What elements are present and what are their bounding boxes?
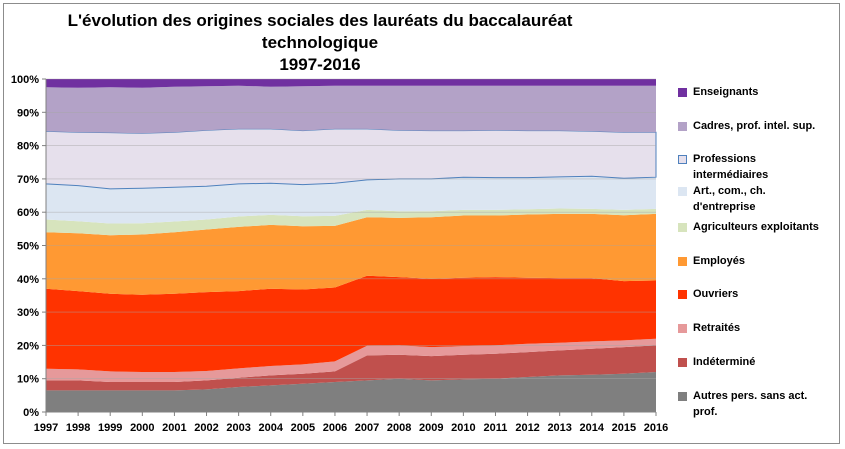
area-art-com-ch-d-entreprise <box>46 176 656 224</box>
legend-label: Employés <box>693 255 745 267</box>
area-layer <box>45 79 657 412</box>
legend-item-art-com-ch-d-entreprise: Art., com., ch. d'entreprise <box>678 183 793 215</box>
y-tick-label: 100% <box>11 74 39 86</box>
y-tick-label: 90% <box>17 107 39 119</box>
x-tick-label: 2015 <box>612 422 636 434</box>
chart-title-block: L'évolution des origines sociales des la… <box>20 10 620 76</box>
area-retraites <box>46 338 656 382</box>
legend-label: Indéterminé <box>693 356 756 368</box>
area-indetermine <box>46 345 656 391</box>
legend-label: Art., com., ch. d'entreprise <box>693 185 766 213</box>
x-tick-label: 2010 <box>451 422 475 434</box>
legend-item-enseignants: Enseignants <box>678 84 833 100</box>
x-tick-label: 2016 <box>644 422 668 434</box>
chart-title: L'évolution des origines sociales des la… <box>67 11 573 52</box>
legend-item-ouvriers: Ouvriers <box>678 286 833 302</box>
legend-label: Retraités <box>693 322 741 334</box>
x-tick-label: 2013 <box>547 422 571 434</box>
x-tick-label: 1997 <box>34 422 58 434</box>
legend-item-cadres-prof-intel-sup: Cadres, prof. intel. sup. <box>678 118 833 134</box>
x-tick-label: 1999 <box>98 422 122 434</box>
area-ouvriers <box>46 275 656 372</box>
y-tick-label: 40% <box>17 274 39 286</box>
legend-label: Agriculteurs exploitants <box>693 221 819 233</box>
legend-label: Autres pers. sans act. prof. <box>693 390 808 418</box>
x-tick-label: 2011 <box>484 422 508 434</box>
legend-swatch <box>678 122 687 131</box>
legend-label: Ouvriers <box>693 288 739 300</box>
x-tick-label: 2003 <box>226 422 250 434</box>
legend-swatch <box>678 88 687 97</box>
legend-swatch <box>678 257 687 266</box>
legend-label: Enseignants <box>693 86 759 98</box>
area-cadres-prof-intel-sup <box>46 85 656 134</box>
y-tick-label: 20% <box>17 340 39 352</box>
chart-subtitle: 1997-2016 <box>279 55 361 74</box>
x-tick-label: 2009 <box>419 422 443 434</box>
area-autres-pers-sans-act-prof <box>46 372 656 412</box>
legend-item-indetermine: Indéterminé <box>678 354 833 370</box>
legend-swatch <box>678 324 687 333</box>
area-enseignants <box>46 79 656 88</box>
legend-item-professions-intermediaires: Professions intermédiaires <box>678 151 793 183</box>
legend-swatch <box>678 155 687 164</box>
legend-item-autres-pers-sans-act-prof: Autres pers. sans act. prof. <box>678 388 818 420</box>
y-tick-label: 10% <box>17 374 39 386</box>
legend-label: Cadres, prof. intel. sup. <box>693 120 816 132</box>
y-tick-label: 30% <box>17 307 39 319</box>
legend-item-retraites: Retraités <box>678 320 833 336</box>
x-tick-label: 2007 <box>355 422 379 434</box>
y-tick-label: 0% <box>23 407 39 419</box>
legend-item-employes: Employés <box>678 253 833 269</box>
x-tick-label: 2008 <box>387 422 411 434</box>
area-employes <box>46 213 656 295</box>
area-agriculteurs-exploitants <box>46 208 656 236</box>
legend-label: Professions intermédiaires <box>693 153 769 181</box>
x-tick-label: 2005 <box>291 422 315 434</box>
x-tick-label: 2002 <box>194 422 218 434</box>
x-tick-label: 2006 <box>323 422 347 434</box>
x-tick-label: 2000 <box>130 422 154 434</box>
legend-swatch <box>678 187 687 196</box>
y-tick-label: 60% <box>17 207 39 219</box>
axes-layer: 0% 10% 20% 30% 40% 50% 60% 70% 80% 90% 100% 1997 199… <box>11 74 668 434</box>
legend-swatch <box>678 223 687 232</box>
legend-swatch <box>678 392 687 401</box>
y-tick-label: 80% <box>17 141 39 153</box>
x-tick-label: 2001 <box>162 422 186 434</box>
x-tick-label: 1998 <box>66 422 90 434</box>
legend-item-agriculteurs-exploitants: Agriculteurs exploitants <box>678 219 833 235</box>
y-tick-label: 50% <box>17 241 39 253</box>
x-tick-label: 2012 <box>515 422 539 434</box>
legend-swatch <box>678 358 687 367</box>
x-tick-label: 2004 <box>258 422 283 434</box>
y-tick-label: 70% <box>17 174 39 186</box>
x-tick-label: 2014 <box>580 422 605 434</box>
legend-swatch <box>678 290 687 299</box>
